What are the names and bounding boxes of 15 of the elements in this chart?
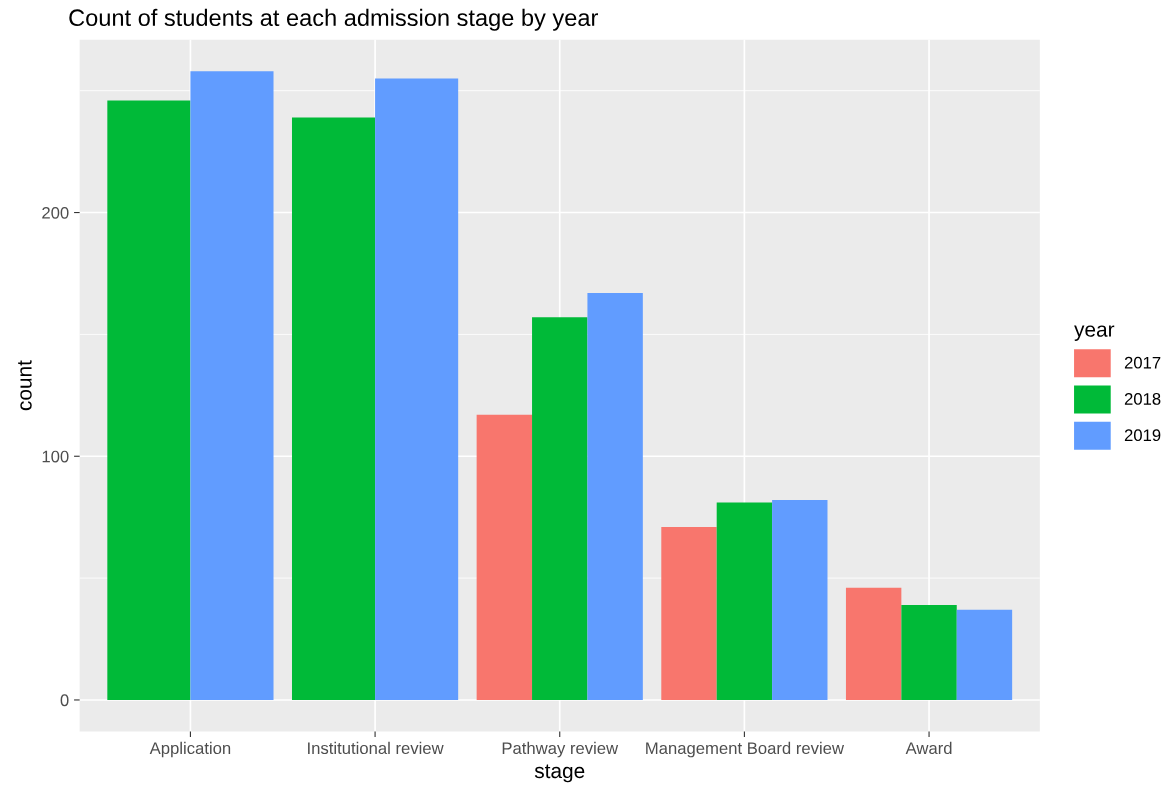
y-axis-title: count [18,360,32,411]
y-tick-label: 200 [42,206,69,219]
legend-title: year [1074,325,1115,341]
legend-label: 2017 [1124,356,1161,369]
y-tick-label: 100 [42,450,69,463]
x-axis-title: stage [534,764,585,783]
x-tick-label: Management Board review [646,741,845,758]
x-tick-label: Pathway review [502,741,619,758]
chart-title: Count of students at each admission stage by year [69,8,598,31]
x-tick-label: Application [149,741,231,758]
y-tick-label: 0 [60,694,69,707]
legend-label: 2019 [1124,429,1161,442]
x-tick-label: Institutional review [308,741,444,755]
legend-label: 2018 [1124,393,1161,405]
x-tick-label: Award [905,741,952,755]
